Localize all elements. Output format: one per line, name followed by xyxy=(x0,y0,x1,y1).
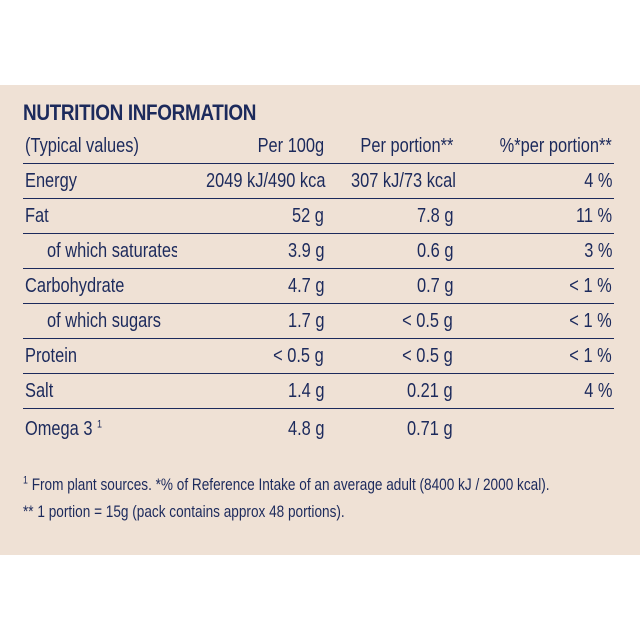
header-ri-per-portion: %*per portion** xyxy=(455,129,614,164)
row-ri: 4 % xyxy=(455,163,614,199)
row-per-100g: 4.8 g xyxy=(287,418,324,440)
row-per-100g: 3.9 g xyxy=(177,233,326,269)
footnote-marker: 1 xyxy=(97,418,103,431)
table-row-energy: Energy 2049 kJ/490 kcal 307 kJ/73 kcal 4… xyxy=(23,163,614,199)
nutrition-table: (Typical values) Per 100g Per portion** … xyxy=(23,129,614,449)
row-per-portion: 0.71 g xyxy=(407,418,453,440)
row-ri: 3 % xyxy=(455,233,614,269)
table-row-carbohydrate: Carbohydrate 4.7 g 0.7 g < 1 % xyxy=(23,268,614,304)
row-per-portion: 0.7 g xyxy=(326,268,455,304)
row-per-portion: 0.21 g xyxy=(326,373,455,409)
nutrition-title: NUTRITION INFORMATION xyxy=(23,100,257,125)
row-label: Fat xyxy=(23,198,177,234)
row-ri: 4 % xyxy=(455,373,614,409)
row-label: Protein xyxy=(23,338,177,374)
row-ri: < 1 % xyxy=(455,338,614,374)
header-per-portion: Per portion** xyxy=(326,129,455,164)
row-label: Carbohydrate xyxy=(23,268,177,304)
footnote-marker: 1 xyxy=(23,474,28,487)
row-ri: < 1 % xyxy=(455,303,614,339)
table-row-sugars: of which sugars 1.7 g < 0.5 g < 1 % xyxy=(23,303,614,339)
table-row-omega3: Omega 3 1 4.8 g 0.71 g xyxy=(23,409,614,450)
row-per-portion: 307 kJ/73 kcal xyxy=(326,163,455,199)
table-header-row: (Typical values) Per 100g Per portion** … xyxy=(23,129,614,164)
row-ri: 11 % xyxy=(455,198,614,234)
table-row-salt: Salt 1.4 g 0.21 g 4 % xyxy=(23,373,614,409)
row-per-portion: < 0.5 g xyxy=(326,338,455,374)
nutrition-content: NUTRITION INFORMATION (Typical values) P… xyxy=(23,97,614,525)
table-row-protein: Protein < 0.5 g < 0.5 g < 1 % xyxy=(23,338,614,374)
row-per-100g: 2049 kJ/490 kcal xyxy=(177,163,326,199)
footnote-line-1: 1 From plant sources. *% of Reference In… xyxy=(23,474,550,494)
nutrition-panel: NUTRITION INFORMATION (Typical values) P… xyxy=(0,85,640,555)
header-per-100g: Per 100g xyxy=(177,129,326,164)
footnote-line-2: ** 1 portion = 15g (pack contains approx… xyxy=(23,502,345,521)
row-per-portion: 7.8 g xyxy=(326,198,455,234)
row-label: of which saturates xyxy=(23,233,177,269)
table-row-saturates: of which saturates 3.9 g 0.6 g 3 % xyxy=(23,233,614,269)
row-per-100g: 52 g xyxy=(177,198,326,234)
header-typical-values: (Typical values) xyxy=(23,129,177,164)
row-label: Energy xyxy=(23,163,177,199)
row-per-portion: < 0.5 g xyxy=(326,303,455,339)
row-ri: < 1 % xyxy=(455,268,614,304)
row-per-100g: < 0.5 g xyxy=(177,338,326,374)
row-per-portion: 0.6 g xyxy=(326,233,455,269)
table-row-fat: Fat 52 g 7.8 g 11 % xyxy=(23,198,614,234)
row-per-100g: 1.7 g xyxy=(177,303,326,339)
row-label: Omega 3 1 xyxy=(25,418,103,440)
row-per-100g: 4.7 g xyxy=(177,268,326,304)
row-label: Salt xyxy=(23,373,177,409)
row-label: of which sugars xyxy=(23,303,177,339)
row-per-100g: 1.4 g xyxy=(177,373,326,409)
row-ri xyxy=(455,409,614,450)
footnotes: 1 From plant sources. *% of Reference In… xyxy=(23,471,608,525)
